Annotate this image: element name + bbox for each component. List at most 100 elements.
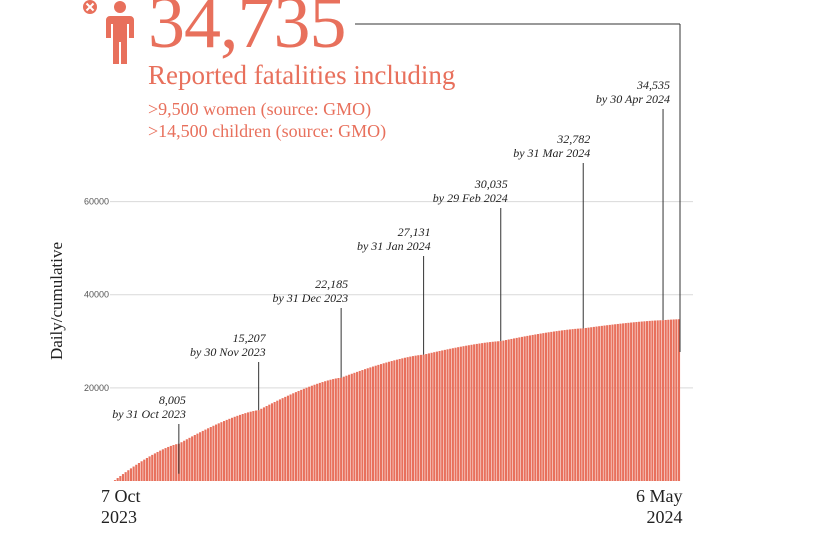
daily-bar	[646, 321, 649, 481]
daily-bar	[422, 354, 425, 481]
daily-bar	[640, 321, 643, 481]
daily-bar	[159, 450, 162, 481]
daily-bar	[592, 326, 595, 481]
daily-bar	[582, 328, 585, 481]
daily-bar	[236, 415, 239, 481]
daily-bar	[308, 386, 311, 481]
daily-bar	[462, 346, 465, 481]
daily-bar	[191, 436, 194, 481]
daily-bar	[140, 461, 143, 481]
daily-bar	[116, 478, 119, 481]
daily-bar	[353, 372, 356, 481]
daily-bar	[148, 456, 151, 481]
daily-bar	[611, 324, 614, 481]
daily-bar	[425, 354, 428, 481]
daily-bar	[555, 331, 558, 481]
daily-bar	[481, 343, 484, 481]
daily-bar	[539, 333, 542, 481]
daily-bar	[398, 358, 401, 481]
daily-bar	[677, 319, 681, 481]
x-axis-end-label: 6 May 2024	[636, 486, 683, 527]
daily-bar	[265, 406, 268, 481]
daily-bar	[294, 392, 297, 481]
daily-bar	[238, 414, 242, 481]
daily-bar	[156, 451, 159, 481]
daily-bar	[113, 480, 117, 481]
daily-bar	[260, 408, 263, 481]
daily-bar	[374, 365, 377, 481]
daily-bar	[419, 354, 423, 481]
daily-bar	[536, 334, 540, 481]
y-tick-label: 60000	[84, 197, 109, 207]
daily-bar	[433, 352, 436, 481]
daily-bar	[478, 343, 481, 481]
daily-bar	[379, 364, 383, 481]
daily-bar	[401, 358, 404, 481]
daily-bar	[284, 396, 287, 481]
daily-bar	[648, 320, 651, 481]
daily-bar	[185, 439, 188, 481]
daily-bar	[281, 398, 284, 481]
daily-bar	[515, 337, 518, 481]
daily-bar	[449, 348, 452, 481]
daily-bar	[209, 427, 212, 481]
daily-bar	[457, 347, 460, 481]
daily-bar	[627, 322, 630, 481]
daily-bar	[257, 410, 260, 481]
daily-bar	[635, 322, 638, 481]
daily-bar	[377, 364, 380, 481]
daily-bar	[409, 356, 412, 481]
daily-bar	[552, 331, 556, 481]
daily-bar	[289, 394, 292, 481]
daily-bar	[520, 336, 524, 481]
daily-bar	[664, 319, 667, 481]
daily-bar	[215, 424, 218, 481]
daily-bar	[438, 351, 441, 481]
daily-bar	[196, 433, 199, 481]
daily-bar	[473, 344, 476, 481]
daily-bar	[340, 377, 343, 481]
daily-bar	[435, 351, 438, 481]
daily-bar	[188, 437, 191, 481]
daily-bar	[531, 334, 534, 481]
daily-bar	[180, 442, 183, 481]
daily-bar	[443, 349, 446, 481]
daily-bar	[451, 348, 454, 481]
daily-bar	[653, 320, 657, 481]
total-fatalities: 34,735	[148, 0, 346, 64]
daily-bar	[233, 416, 236, 481]
person-icon	[83, 0, 134, 64]
daily-bar	[414, 355, 417, 481]
daily-bar	[584, 327, 587, 481]
daily-bar	[661, 320, 665, 481]
daily-bar	[518, 337, 521, 481]
daily-bar	[571, 329, 574, 481]
daily-bar	[127, 470, 130, 481]
daily-bar	[135, 464, 138, 481]
daily-bar	[145, 457, 148, 481]
daily-bar	[566, 329, 569, 481]
daily-bar	[417, 355, 420, 481]
daily-bar	[137, 462, 141, 481]
daily-bar	[499, 341, 502, 481]
daily-bar	[321, 382, 324, 481]
daily-bar	[132, 466, 135, 481]
daily-bar	[204, 429, 207, 481]
daily-bar	[326, 380, 329, 481]
daily-bar	[630, 322, 633, 481]
daily-bar	[318, 382, 321, 481]
daily-bar	[576, 328, 579, 481]
daily-bar	[356, 371, 359, 481]
annotation-date: by 31 Oct 2023	[112, 407, 186, 421]
daily-bar	[427, 353, 430, 481]
daily-bar	[252, 411, 255, 481]
bar-series	[113, 319, 681, 481]
annotation-value: 15,207	[233, 331, 267, 345]
daily-bar	[366, 368, 369, 481]
daily-bar	[244, 413, 247, 481]
daily-bar	[430, 352, 433, 481]
daily-bar	[387, 361, 391, 481]
annotation-date: by 31 Dec 2023	[272, 291, 348, 305]
